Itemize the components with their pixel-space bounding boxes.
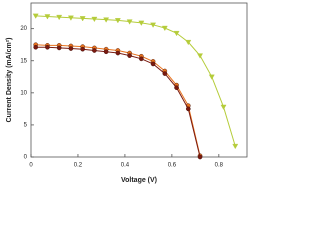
marker xyxy=(80,46,85,52)
marker xyxy=(232,143,239,150)
marker xyxy=(162,71,168,76)
plot-frame xyxy=(30,2,248,158)
marker xyxy=(173,30,180,37)
y-axis-label: Current Density (mA/cm²) xyxy=(6,38,13,123)
marker xyxy=(115,50,121,56)
series-line xyxy=(35,46,201,158)
marker xyxy=(56,14,63,21)
marker xyxy=(67,15,74,21)
marker xyxy=(220,104,227,110)
y-tick-label: 5 xyxy=(24,122,28,128)
y-tick-label: 10 xyxy=(20,90,27,96)
marker xyxy=(92,48,97,53)
chart: Voltage (V) Current Density (mA/cm²) 0 5 1… xyxy=(6,2,248,184)
x-tick-label: 0.4 xyxy=(121,163,130,169)
marker xyxy=(139,56,144,62)
marker xyxy=(197,154,203,160)
marker xyxy=(79,16,86,22)
marker xyxy=(103,49,109,55)
series-line xyxy=(35,15,236,147)
marker xyxy=(150,61,156,67)
y-tick-label: 0 xyxy=(24,155,28,161)
marker xyxy=(33,44,38,50)
marker xyxy=(197,53,203,59)
series-line xyxy=(35,44,201,156)
marker xyxy=(208,74,215,80)
marker xyxy=(127,53,132,58)
marker xyxy=(56,45,62,51)
x-tick-label: 0 xyxy=(29,163,33,169)
marker xyxy=(103,17,110,23)
x-tick-label: 0.6 xyxy=(168,163,177,169)
marker xyxy=(44,14,51,20)
marker xyxy=(161,25,168,32)
marker xyxy=(114,18,121,24)
x-axis-label: Voltage (V) xyxy=(121,177,157,184)
marker xyxy=(186,106,191,112)
marker xyxy=(185,39,192,46)
marker xyxy=(150,22,157,28)
x-tick-label: 0.2 xyxy=(74,163,83,169)
marker xyxy=(174,85,179,90)
marker xyxy=(138,20,145,26)
y-tick-label: 20 xyxy=(20,26,27,32)
marker xyxy=(45,44,50,50)
x-tick-label: 0.8 xyxy=(215,163,224,169)
marker xyxy=(91,16,98,23)
y-tick-label: 15 xyxy=(20,58,27,64)
marker xyxy=(68,46,74,51)
marker xyxy=(32,13,39,19)
marker xyxy=(126,19,133,25)
